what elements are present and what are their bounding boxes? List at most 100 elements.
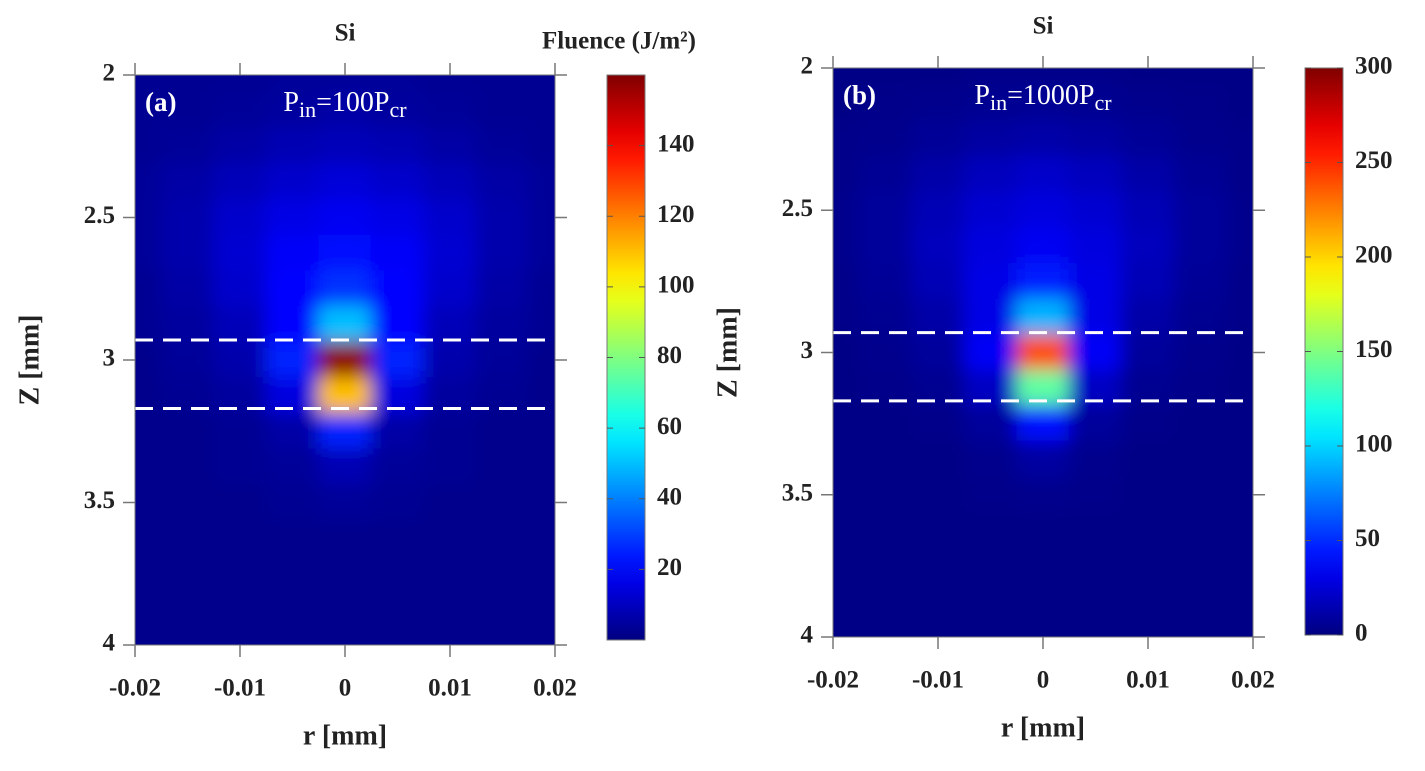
heatmap-cell — [1016, 263, 1070, 300]
heatmap-cell — [1121, 334, 1175, 371]
heatmap-cell — [1016, 512, 1070, 549]
x-tick-label: 0 — [1037, 667, 1050, 694]
heatmap-cell — [213, 555, 267, 593]
heatmap-cell — [528, 306, 555, 343]
heatmap-cell — [963, 547, 1018, 585]
x-tick-label: 0.01 — [1126, 667, 1170, 694]
heatmap-cell — [1121, 227, 1175, 265]
heatmap-cell — [265, 270, 320, 308]
heatmap-cell — [911, 512, 965, 549]
heatmap-cell — [1226, 120, 1253, 158]
heatmap-cell — [1173, 68, 1228, 87]
annotation-part: =1000P — [1007, 80, 1094, 111]
heatmap-cell — [1068, 476, 1123, 514]
annotation: Pin=100Pcr — [283, 87, 407, 122]
heatmap-cell — [265, 448, 320, 486]
heatmap-cell — [1121, 476, 1175, 514]
heatmap-cell — [265, 306, 320, 343]
heatmap-cell — [1068, 583, 1123, 620]
heatmap-cell — [858, 85, 913, 122]
heatmap-cell — [528, 412, 555, 450]
heatmap-cell — [963, 156, 1018, 193]
heatmap-cell — [1068, 263, 1123, 300]
heatmap-cell — [1068, 120, 1123, 158]
heatmap-cell — [213, 306, 267, 343]
heatmap-cell — [370, 626, 425, 645]
heatmap-cells — [833, 68, 1253, 637]
heatmap-cell — [1121, 405, 1175, 442]
heatmap — [135, 75, 555, 645]
heatmap-cell — [911, 191, 965, 229]
annotation-part: cr — [389, 97, 407, 122]
heatmap-cell — [265, 591, 320, 628]
heatmap-cell — [213, 234, 267, 272]
y-tick-label: 3 — [801, 337, 814, 364]
heatmap-cell — [423, 519, 477, 557]
heatmap-cell — [963, 618, 1018, 637]
heatmap-cell — [135, 412, 162, 450]
heatmap-cell — [160, 234, 215, 272]
heatmap-cell — [318, 163, 372, 201]
heatmap-cell — [318, 92, 372, 129]
y-tick-label: 2.5 — [782, 195, 813, 222]
y-tick-label: 3.5 — [782, 479, 813, 506]
heatmap-cell — [963, 298, 1018, 336]
heatmap-cell — [318, 412, 372, 450]
colorbar-tick-label: 140 — [657, 130, 695, 157]
x-tick-label: 0 — [339, 675, 352, 702]
heatmap-cell — [911, 405, 965, 442]
heatmap-cell — [1226, 405, 1253, 442]
heatmap-cell — [833, 227, 860, 265]
heatmap-cell — [911, 476, 965, 514]
heatmap-cell — [528, 341, 555, 379]
heatmap-cell — [475, 199, 530, 236]
chart-title: Si — [1033, 13, 1054, 40]
heatmap-cell — [833, 476, 860, 514]
heatmap-cell — [160, 555, 215, 593]
heatmap-cell — [833, 68, 860, 87]
heatmap-cell — [475, 127, 530, 165]
heatmap-cell — [858, 227, 913, 265]
heatmap-cell — [1016, 405, 1070, 442]
heatmap-cell — [160, 127, 215, 165]
heatmap-cell — [963, 405, 1018, 442]
heatmap-cell — [911, 298, 965, 336]
heatmap-cell — [370, 199, 425, 236]
heatmap-cell — [370, 591, 425, 628]
heatmap-cell — [1121, 85, 1175, 122]
heatmap-cell — [265, 341, 320, 379]
colorbar-tick-label: 50 — [1355, 525, 1380, 552]
heatmap-cell — [1226, 476, 1253, 514]
heatmap-cell — [318, 199, 372, 236]
heatmap-cell — [1173, 191, 1228, 229]
heatmap-cell — [318, 555, 372, 593]
heatmap-cell — [475, 75, 530, 94]
heatmap-cell — [1121, 547, 1175, 585]
heatmap-cell — [370, 75, 425, 94]
heatmap-cell — [475, 519, 530, 557]
annotation-part: in — [299, 97, 316, 122]
heatmap-cell — [265, 484, 320, 521]
heatmap-cell — [833, 334, 860, 371]
heatmap-cell — [833, 298, 860, 336]
heatmap-cell — [318, 519, 372, 557]
heatmap-cell — [423, 199, 477, 236]
heatmap-cell — [160, 92, 215, 129]
heatmap-cell — [858, 68, 913, 87]
heatmap-cell — [1016, 476, 1070, 514]
heatmap-cell — [858, 334, 913, 371]
heatmap-cell — [318, 127, 372, 165]
heatmap-cell — [528, 519, 555, 557]
heatmap-cell — [833, 85, 860, 122]
heatmap-cell — [858, 405, 913, 442]
heatmap-cell — [135, 448, 162, 486]
heatmap-cell — [1016, 68, 1070, 87]
colorbar-tick-label: 100 — [657, 272, 695, 299]
heatmap-cell — [318, 484, 372, 521]
colorbar-tick-label: 300 — [1355, 53, 1393, 80]
heatmap-cell — [1173, 583, 1228, 620]
heatmap-cell — [833, 156, 860, 193]
heatmap-cell — [423, 234, 477, 272]
heatmap-cell — [213, 92, 267, 129]
